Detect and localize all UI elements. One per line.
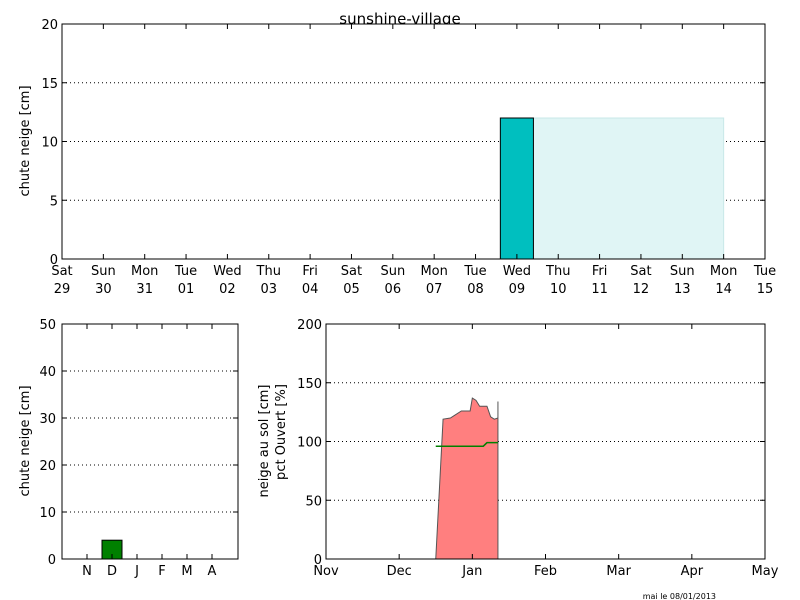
season-y-label-2: pct Ouvert [%]	[274, 384, 289, 480]
pct-open-line	[435, 441, 498, 447]
monthly-y-tick-label: 30	[39, 412, 56, 427]
monthly-chart: 0 10 20 30 40 50 N D J F M A chute neige [cm]	[18, 318, 239, 579]
season-x-tick-label: May	[752, 564, 779, 579]
daily-x-tick-label: Wed	[213, 264, 241, 279]
season-y-tick-label: 0	[314, 553, 322, 568]
monthly-y-tick-label: 10	[39, 506, 56, 521]
season-y-tick-label: 200	[297, 318, 322, 333]
monthly-x-tick-label: A	[208, 564, 217, 579]
daily-x-tick-label: Tue	[174, 264, 197, 279]
daily-x-tick-label: Fri	[592, 264, 608, 279]
daily-y-tick-label: 5	[50, 194, 58, 209]
daily-y-label: chute neige [cm]	[18, 85, 33, 196]
season-x-tick-label: Mar	[606, 564, 631, 579]
season-plot-area	[326, 324, 765, 559]
daily-y-tick-label: 0	[50, 253, 58, 268]
daily-forecast-area	[532, 117, 725, 260]
monthly-x-tick-label: N	[82, 564, 92, 579]
daily-x-tick-label: Sat	[51, 264, 72, 279]
daily-x-tick-label: Sun	[670, 264, 695, 279]
daily-x-tick-label: Wed	[503, 264, 531, 279]
daily-x-tick-label: 09	[509, 282, 526, 297]
monthly-y-tick-label: 20	[39, 459, 56, 474]
season-x-tick-label: Dec	[387, 564, 412, 579]
daily-x-tick-label: 31	[136, 282, 153, 297]
monthly-y-tick-label: 50	[39, 318, 56, 333]
daily-x-tick-label: 13	[674, 282, 691, 297]
daily-x-tick-label: Sun	[91, 264, 116, 279]
monthly-y-label: chute neige [cm]	[18, 385, 33, 496]
daily-x-tick-label: Sat	[630, 264, 651, 279]
daily-x-tick-label: Tue	[753, 264, 776, 279]
season-y-tick-label: 50	[305, 494, 322, 509]
daily-bar	[499, 117, 534, 260]
daily-chart: 05101520Sat29Sun30Mon31Tue01Wed02Thu03Fr…	[18, 18, 776, 297]
daily-y-tick-label: 10	[41, 136, 58, 151]
season-y-tick-label: 150	[297, 377, 322, 392]
daily-x-tick-label: 11	[591, 282, 608, 297]
daily-x-tick-label: 05	[343, 282, 360, 297]
snow-depth-area	[435, 397, 499, 560]
daily-x-tick-label: Thu	[256, 264, 281, 279]
daily-x-tick-label: Tue	[463, 264, 486, 279]
monthly-y-tick-label: 40	[39, 365, 56, 380]
daily-x-tick-label: Sat	[341, 264, 362, 279]
daily-y-tick-label: 20	[41, 18, 58, 33]
daily-x-tick-label: 14	[715, 282, 732, 297]
daily-x-tick-label: Thu	[545, 264, 570, 279]
daily-x-tick-label: 06	[385, 282, 402, 297]
season-x-tick-label: Apr	[681, 564, 704, 579]
monthly-x-tick-label: D	[107, 564, 117, 579]
daily-x-tick-label: Mon	[420, 264, 447, 279]
monthly-y-tick-label: 0	[48, 553, 56, 568]
daily-x-tick-label: Mon	[131, 264, 158, 279]
daily-x-tick-label: 04	[302, 282, 319, 297]
monthly-plot-area	[62, 324, 238, 559]
daily-x-tick-label: Sun	[380, 264, 405, 279]
daily-x-tick-label: 15	[757, 282, 774, 297]
monthly-x-tick-label: J	[134, 564, 139, 579]
footer-note: mai le 08/01/2013	[643, 592, 716, 600]
daily-x-tick-label: 29	[54, 282, 71, 297]
season-y-label: neige au sol [cm]	[257, 385, 272, 498]
daily-x-tick-label: 07	[426, 282, 443, 297]
season-chart: 0 50 100 150 200 Nov Dec Jan Feb Mar Apr May neige …	[257, 318, 779, 579]
monthly-frame	[61, 323, 239, 560]
daily-x-tick-label: 12	[633, 282, 650, 297]
season-x-tick-label: Nov	[313, 564, 339, 579]
daily-x-tick-label: Fri	[302, 264, 318, 279]
monthly-x-tick-label: F	[158, 564, 165, 579]
daily-x-tick-label: 30	[95, 282, 112, 297]
season-x-tick-label: Feb	[534, 564, 557, 579]
daily-x-tick-label: 08	[467, 282, 484, 297]
daily-x-tick-label: Mon	[710, 264, 737, 279]
daily-x-tick-label: 03	[260, 282, 277, 297]
monthly-x-tick-label: M	[181, 564, 192, 579]
daily-x-tick-label: 02	[219, 282, 236, 297]
daily-x-tick-label: 01	[178, 282, 195, 297]
season-y-tick-label: 100	[297, 436, 322, 451]
season-x-tick-label: Jan	[461, 564, 482, 579]
daily-x-tick-label: 10	[550, 282, 567, 297]
daily-y-tick-label: 15	[41, 77, 58, 92]
